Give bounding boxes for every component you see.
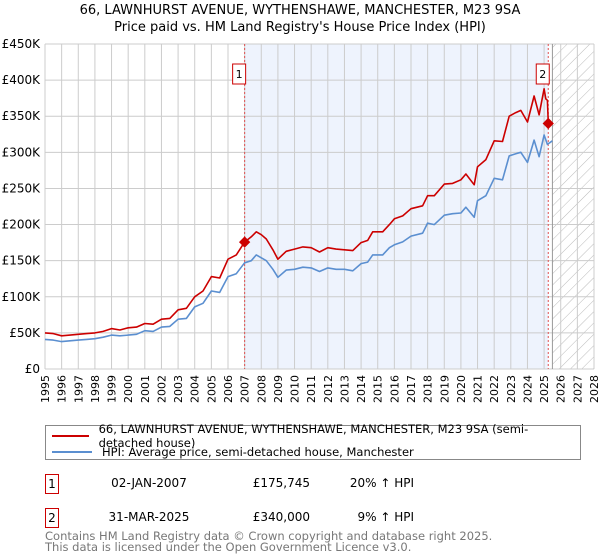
x-tick-label: 2017 (405, 375, 418, 403)
y-tick-label: £0 (25, 362, 40, 376)
x-tick-label: 2000 (122, 375, 135, 403)
y-tick-label: £100K (2, 290, 42, 304)
price-chart: 1995 1996 1997 1998 1999 2000 2001 2002 2003 2004… (2, 37, 600, 403)
legend-swatch-red (52, 435, 89, 437)
x-tick-label: 1999 (106, 375, 119, 403)
transaction-date: 02-JAN-2007 (111, 476, 187, 490)
highlight-region (244, 44, 549, 369)
footer-copyright: Contains HM Land Registry data © Crown c… (45, 529, 493, 543)
x-tick-label: 2028 (588, 375, 600, 403)
transaction-marker: 1 (45, 474, 59, 494)
x-tick-label: 1997 (72, 375, 85, 403)
transaction-price: £340,000 (252, 510, 310, 524)
legend-swatch-blue (52, 451, 92, 453)
transaction-hpi: 9% ↑ HPI (357, 510, 414, 524)
x-tick-label: 2025 (538, 375, 551, 403)
chart-title: 66, LAWNHURST AVENUE, WYTHENSHAWE, MANCH… (79, 3, 521, 18)
x-tick-label: 2024 (521, 375, 534, 403)
x-tick-label: 2027 (571, 375, 584, 403)
x-tick-label: 2021 (472, 375, 485, 403)
x-tick-label: 2008 (255, 375, 268, 403)
x-tick-label: 2012 (322, 375, 335, 403)
x-tick-label: 2005 (205, 375, 218, 403)
hpi-line (44, 134, 553, 343)
y-tick-label: £50K (9, 326, 41, 340)
transaction-row: 1 02-JAN-2007 £175,745 20% ↑ HPI (45, 474, 545, 496)
legend-label: HPI: Average price, semi-detached house,… (102, 445, 414, 459)
transaction-price: £175,745 (252, 476, 310, 490)
y-tick-label: £250K (2, 181, 42, 195)
y-tick-label: £300K (2, 145, 42, 159)
transaction-marker: 2 (45, 508, 59, 528)
x-tick-label: 1995 (39, 375, 52, 403)
legend-item-hpi: HPI: Average price, semi-detached house,… (52, 444, 414, 460)
x-tick-label: 2011 (305, 375, 318, 403)
legend-item-property: 66, LAWNHURST AVENUE, WYTHENSHAWE, MANCH… (52, 422, 580, 450)
chart-subtitle: Price paid vs. HM Land Registry's House … (114, 20, 486, 35)
x-tick-label: 2006 (222, 375, 235, 403)
x-tick-label: 2013 (338, 375, 351, 403)
y-tick-label: £450K (2, 37, 42, 51)
x-tick-label: 2003 (172, 375, 185, 403)
legend: 66, LAWNHURST AVENUE, WYTHENSHAWE, MANCH… (45, 422, 581, 460)
forecast-hatch-region (552, 44, 594, 369)
y-tick-label: £150K (2, 254, 42, 268)
sale-marker-label: 1 (236, 68, 243, 81)
transaction-date: 31-MAR-2025 (108, 510, 190, 524)
footer-licence: This data is licensed under the Open Gov… (45, 540, 412, 554)
x-tick-label: 2026 (555, 375, 568, 403)
x-tick-label: 2015 (372, 375, 385, 403)
x-tick-label: 2009 (272, 375, 285, 403)
legend-label: 66, LAWNHURST AVENUE, WYTHENSHAWE, MANCH… (98, 422, 529, 450)
x-tick-label: 2014 (355, 375, 368, 403)
footer: Contains HM Land Registry data © Crown c… (45, 529, 493, 554)
x-tick-label: 2018 (422, 375, 435, 403)
sale-marker-box (232, 63, 247, 85)
sale-marker-label: 2 (539, 68, 546, 81)
transaction-row: 2 31-MAR-2025 £340,000 9% ↑ HPI (45, 508, 545, 530)
y-tick-label: £400K (2, 73, 42, 87)
sale-point (238, 236, 251, 248)
x-tick-label: 2002 (155, 375, 168, 403)
x-tick-label: 2022 (488, 375, 501, 403)
x-tick-label: 2023 (505, 375, 518, 403)
sale-marker-box (535, 63, 550, 85)
x-tick-label: 2007 (239, 375, 252, 403)
x-tick-label: 1996 (56, 375, 69, 403)
y-tick-label: £350K (2, 109, 42, 123)
x-tick-label: 2001 (139, 375, 152, 403)
x-tick-label: 2020 (455, 375, 468, 403)
y-tick-label: £200K (2, 218, 42, 232)
x-tick-label: 2019 (438, 375, 451, 403)
x-tick-label: 2004 (189, 375, 202, 403)
transaction-hpi: 20% ↑ HPI (349, 476, 414, 490)
property-price-line (44, 88, 550, 337)
x-tick-label: 1998 (89, 375, 102, 403)
x-tick-label: 2010 (289, 375, 302, 403)
x-tick-label: 2016 (388, 375, 401, 403)
